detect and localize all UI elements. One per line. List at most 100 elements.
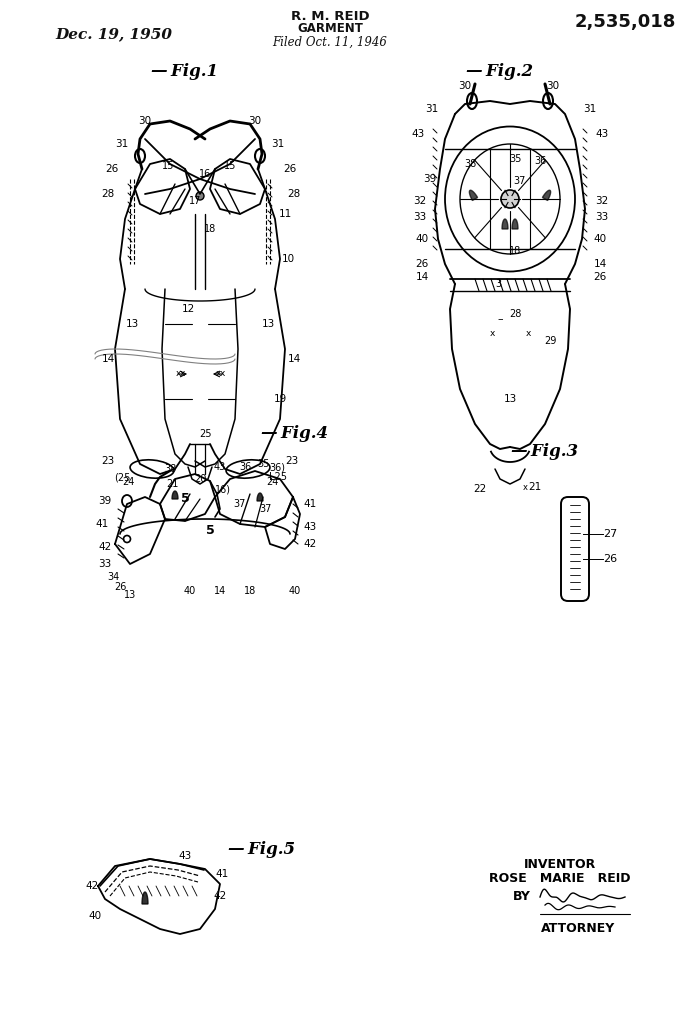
Polygon shape	[172, 492, 178, 499]
Text: 30: 30	[458, 81, 471, 91]
Text: 16): 16)	[215, 484, 231, 494]
Text: –: –	[497, 314, 503, 324]
Text: 3: 3	[495, 279, 501, 289]
Polygon shape	[543, 190, 551, 201]
Text: 18: 18	[204, 224, 216, 234]
Text: 33: 33	[414, 212, 427, 222]
Text: 26: 26	[603, 554, 617, 564]
Text: — Fig.1: — Fig.1	[152, 62, 219, 80]
Text: 36: 36	[534, 156, 546, 166]
Text: 37: 37	[514, 176, 526, 186]
Text: 5: 5	[206, 524, 214, 538]
Text: 23: 23	[285, 456, 298, 466]
Text: x: x	[489, 330, 495, 339]
Text: 13: 13	[261, 319, 274, 329]
Text: 32: 32	[414, 196, 427, 206]
Text: x: x	[179, 370, 185, 379]
Text: 28: 28	[509, 309, 521, 319]
Polygon shape	[257, 493, 263, 501]
Text: 43: 43	[214, 462, 226, 472]
Text: 39: 39	[423, 174, 436, 184]
Text: — Fig.2: — Fig.2	[466, 62, 534, 80]
Text: 28: 28	[102, 189, 115, 199]
Text: 39: 39	[98, 496, 112, 506]
Text: INVENTOR: INVENTOR	[524, 857, 596, 870]
Text: 36): 36)	[269, 462, 285, 472]
Text: 23: 23	[102, 456, 115, 466]
Text: 36: 36	[239, 462, 251, 472]
Text: x: x	[215, 370, 221, 379]
Text: 42: 42	[303, 539, 317, 549]
Text: x: x	[176, 370, 180, 379]
Text: 30: 30	[139, 116, 152, 126]
Text: 37: 37	[259, 504, 271, 514]
Text: 43: 43	[303, 522, 317, 532]
Text: 21: 21	[166, 479, 178, 489]
Text: 42: 42	[85, 881, 99, 891]
Text: 26: 26	[106, 164, 119, 174]
Text: 32: 32	[595, 196, 608, 206]
Text: 38: 38	[464, 159, 476, 169]
Text: 41: 41	[215, 869, 228, 879]
Text: 27: 27	[603, 529, 617, 539]
Text: 21: 21	[528, 482, 542, 492]
Text: Filed Oct. 11, 1946: Filed Oct. 11, 1946	[272, 36, 388, 48]
Text: GARMENT: GARMENT	[297, 22, 363, 35]
Text: 19: 19	[274, 394, 287, 404]
Text: x: x	[220, 370, 225, 379]
Text: 12: 12	[181, 304, 195, 314]
Text: 13: 13	[126, 319, 139, 329]
Text: Dec. 19, 1950: Dec. 19, 1950	[55, 27, 172, 41]
Ellipse shape	[196, 193, 204, 200]
Text: 17: 17	[189, 196, 201, 206]
Text: 18: 18	[244, 586, 256, 596]
Text: 13: 13	[124, 590, 136, 600]
Ellipse shape	[501, 190, 519, 208]
Text: 24: 24	[265, 477, 279, 487]
Text: 10: 10	[281, 254, 294, 264]
Text: 29: 29	[544, 336, 556, 346]
Text: 42: 42	[213, 891, 226, 901]
Text: 14: 14	[214, 586, 226, 596]
Text: 26: 26	[114, 582, 126, 592]
Text: 42: 42	[98, 542, 112, 552]
Text: 15: 15	[224, 161, 236, 171]
Text: ROSE   MARIE   REID: ROSE MARIE REID	[489, 871, 630, 885]
Text: 25: 25	[199, 429, 211, 439]
Text: L25: L25	[269, 472, 287, 482]
Text: 40: 40	[184, 586, 196, 596]
Text: 26: 26	[283, 164, 296, 174]
Text: 16: 16	[199, 169, 211, 179]
Text: 41: 41	[95, 519, 108, 529]
Text: x: x	[525, 330, 531, 339]
Text: — Fig.5: — Fig.5	[228, 841, 296, 857]
Text: 31: 31	[583, 104, 597, 114]
Text: 14: 14	[287, 354, 300, 364]
Text: 43: 43	[412, 129, 425, 139]
Text: 41: 41	[303, 499, 317, 509]
Text: 11: 11	[279, 209, 292, 219]
Text: (25: (25	[114, 472, 130, 482]
Text: 43: 43	[595, 129, 608, 139]
Text: 40: 40	[289, 586, 301, 596]
Text: 35: 35	[257, 459, 269, 469]
Text: 34: 34	[107, 572, 119, 582]
Text: R. M. REID: R. M. REID	[291, 9, 369, 23]
Text: 35: 35	[509, 154, 521, 164]
Text: 30: 30	[547, 81, 560, 91]
Text: 20: 20	[194, 474, 206, 484]
Text: 40: 40	[416, 234, 429, 244]
Text: 28: 28	[287, 189, 300, 199]
Text: 40: 40	[593, 234, 606, 244]
Text: 5: 5	[180, 493, 189, 506]
Text: x: x	[523, 482, 528, 492]
Text: 43: 43	[178, 851, 191, 861]
Text: 14: 14	[593, 259, 606, 269]
Text: 24: 24	[122, 477, 134, 487]
Text: 22: 22	[473, 484, 486, 494]
Text: 31: 31	[272, 139, 285, 150]
Text: — Fig.4: — Fig.4	[261, 426, 329, 442]
Text: 14: 14	[102, 354, 115, 364]
Polygon shape	[502, 219, 508, 229]
Text: 31: 31	[115, 139, 129, 150]
